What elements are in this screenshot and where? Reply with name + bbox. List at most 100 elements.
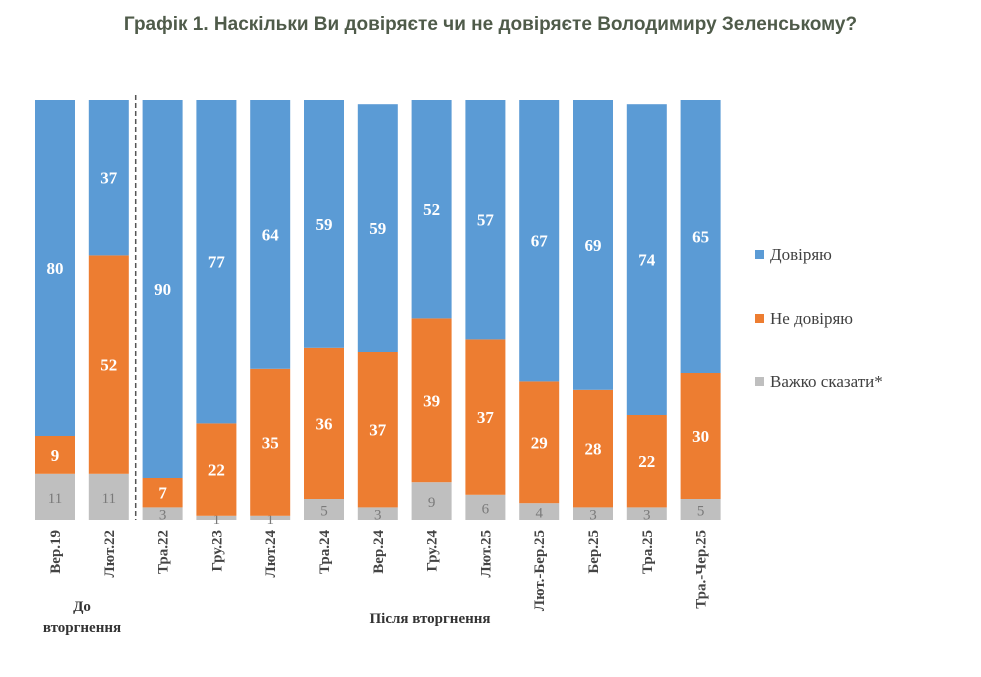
- bar-segment: [35, 473, 75, 520]
- bar-segment: [465, 100, 506, 340]
- group-label-before: вторгнення: [43, 620, 121, 636]
- data-label: 1: [266, 512, 274, 528]
- data-label: 28: [585, 440, 602, 459]
- x-tick-label: Гру.24: [425, 530, 441, 572]
- data-label: 69: [585, 236, 602, 255]
- bar-segment: [573, 100, 613, 390]
- data-label: 22: [208, 461, 225, 480]
- data-label: 80: [47, 259, 64, 278]
- x-tick-label: Лют.-Бер.25: [532, 530, 548, 611]
- data-label: 59: [316, 215, 333, 234]
- data-label: 3: [643, 508, 651, 524]
- data-label: 74: [638, 251, 656, 270]
- bar-segment: [573, 507, 613, 520]
- data-label: 52: [100, 356, 117, 375]
- bar-segment: [304, 347, 344, 499]
- data-label: 5: [320, 504, 328, 520]
- bar-segment: [680, 100, 721, 373]
- data-label: 30: [692, 427, 709, 446]
- bar-segment: [626, 415, 667, 508]
- x-tick-label: Тра.-Чер.25: [694, 530, 710, 609]
- x-tick-label: Лют.25: [478, 530, 494, 577]
- bar-segment: [626, 507, 667, 520]
- data-label: 7: [158, 484, 167, 503]
- x-tick-label: Вер.19: [48, 530, 64, 574]
- bar-segment: [573, 389, 613, 508]
- x-tick-label: Вер.24: [371, 530, 387, 574]
- data-label: 59: [369, 219, 386, 238]
- bar-segment: [626, 104, 667, 415]
- data-label: 9: [51, 446, 60, 465]
- data-label: 37: [100, 169, 118, 188]
- bar-segment: [411, 318, 452, 483]
- bar-segment: [35, 436, 75, 474]
- data-label: 4: [535, 506, 543, 522]
- bar-segment: [465, 339, 506, 495]
- data-label: 5: [697, 504, 705, 520]
- legend-swatch: [755, 314, 764, 323]
- data-label: 35: [262, 433, 279, 452]
- data-label: 29: [531, 433, 548, 452]
- bar-segment: [519, 100, 560, 382]
- data-label: 3: [589, 508, 597, 524]
- x-tick-label: Тра.24: [317, 530, 333, 575]
- data-label: 39: [423, 391, 440, 410]
- data-label: 9: [428, 495, 436, 511]
- chart-title: Графік 1. Наскільки Ви довіряєте чи не д…: [123, 14, 858, 35]
- data-label: 67: [531, 232, 549, 251]
- x-tick-label: Тра.22: [156, 530, 172, 574]
- data-label: 37: [369, 421, 387, 440]
- legend-label: Не довіряю: [770, 309, 853, 328]
- bar-segment: [35, 100, 75, 436]
- bar-segment: [250, 100, 291, 369]
- data-label: 57: [477, 211, 495, 230]
- data-label: 90: [154, 280, 171, 299]
- bar-segment: [196, 100, 237, 424]
- bar-segment: [357, 507, 398, 520]
- bar-segment: [304, 100, 344, 348]
- bar-segment: [142, 100, 183, 478]
- bar-segment: [88, 473, 129, 520]
- bar-segment: [680, 373, 721, 499]
- bar-segment: [411, 482, 452, 520]
- bar-segment: [88, 100, 129, 256]
- legend-swatch: [755, 377, 764, 386]
- data-label: 11: [102, 491, 116, 507]
- data-label: 1: [213, 512, 221, 528]
- bar-segment: [680, 499, 721, 520]
- data-label: 3: [159, 508, 167, 524]
- x-tick-label: Гру.23: [209, 530, 225, 572]
- bar-segment: [519, 381, 560, 504]
- group-label-before: До: [73, 599, 91, 615]
- data-label: 22: [638, 452, 655, 471]
- x-tick-label: Тра.25: [640, 530, 656, 574]
- data-label: 77: [208, 253, 226, 272]
- legend-label: Довіряю: [770, 245, 832, 264]
- group-label-after: Після вторгнення: [369, 611, 490, 627]
- bar-segment: [357, 352, 398, 508]
- data-label: 11: [48, 491, 62, 507]
- bar-segment: [196, 423, 237, 516]
- bar-segment: [142, 478, 183, 508]
- data-label: 65: [692, 228, 709, 247]
- data-label: 36: [316, 414, 333, 433]
- legend-label: Важко сказати*: [770, 372, 883, 391]
- bar-segment: [142, 507, 183, 520]
- bar-segment: [88, 255, 129, 474]
- bar-segment: [519, 503, 560, 520]
- x-tick-label: Лют.22: [102, 530, 118, 577]
- x-tick-label: Бер.25: [586, 530, 602, 574]
- bar-segment: [357, 104, 398, 352]
- legend-swatch: [755, 250, 764, 259]
- x-tick-label: Лют.24: [263, 530, 279, 578]
- bar-segment: [250, 515, 291, 520]
- data-label: 37: [477, 408, 495, 427]
- data-label: 6: [482, 501, 490, 517]
- bar-segment: [465, 494, 506, 520]
- bar-segment: [250, 368, 291, 516]
- data-label: 52: [423, 200, 440, 219]
- data-label: 3: [374, 508, 382, 524]
- bar-segment: [196, 515, 237, 520]
- bar-segment: [411, 100, 452, 319]
